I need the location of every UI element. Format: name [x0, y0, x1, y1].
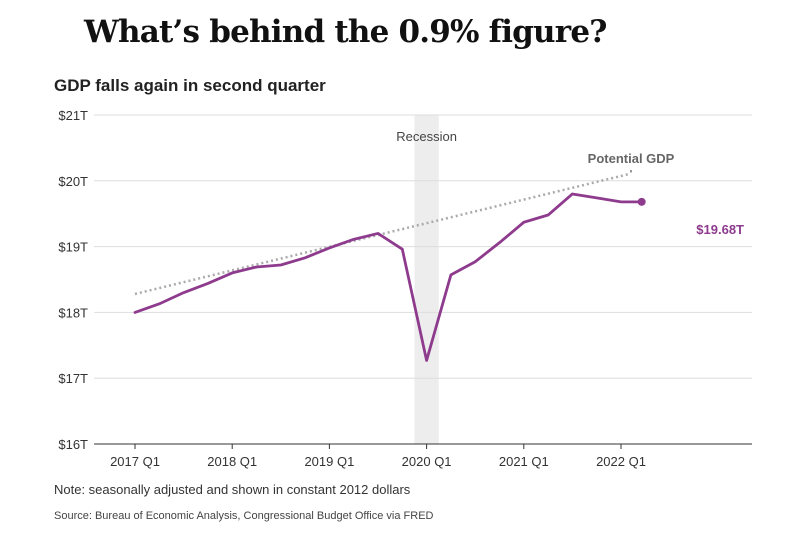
- x-tick-label: 2017 Q1: [110, 454, 160, 469]
- x-tick-label: 2018 Q1: [207, 454, 257, 469]
- x-tick-label: 2022 Q1: [596, 454, 646, 469]
- y-tick-label: $17T: [58, 371, 88, 386]
- y-tick-label: $16T: [58, 437, 88, 452]
- x-tick-label: 2021 Q1: [499, 454, 549, 469]
- potential-gdp-line: [134, 173, 629, 296]
- potential-gdp-label: Potential GDP: [588, 151, 675, 166]
- x-tick-label: 2019 Q1: [304, 454, 354, 469]
- recession-band: [414, 115, 439, 444]
- gdp-last-point: [637, 197, 646, 206]
- chart-note: Note: seasonally adjusted and shown in c…: [54, 482, 411, 497]
- chart-source: Source: Bureau of Economic Analysis, Con…: [54, 510, 434, 522]
- headline: What’s behind the 0.9% figure?: [84, 14, 607, 50]
- y-tick-label: $21T: [58, 108, 88, 123]
- y-tick-label: $19T: [58, 240, 88, 255]
- gdp-line: [133, 192, 644, 362]
- y-tick-label: $20T: [58, 174, 88, 189]
- x-tick-label: 2020 Q1: [402, 454, 452, 469]
- gdp-last-value-label: $19.68T: [696, 222, 744, 237]
- y-tick-label: $18T: [58, 305, 88, 320]
- recession-label: Recession: [396, 129, 457, 144]
- chart-title: GDP falls again in second quarter: [54, 76, 326, 95]
